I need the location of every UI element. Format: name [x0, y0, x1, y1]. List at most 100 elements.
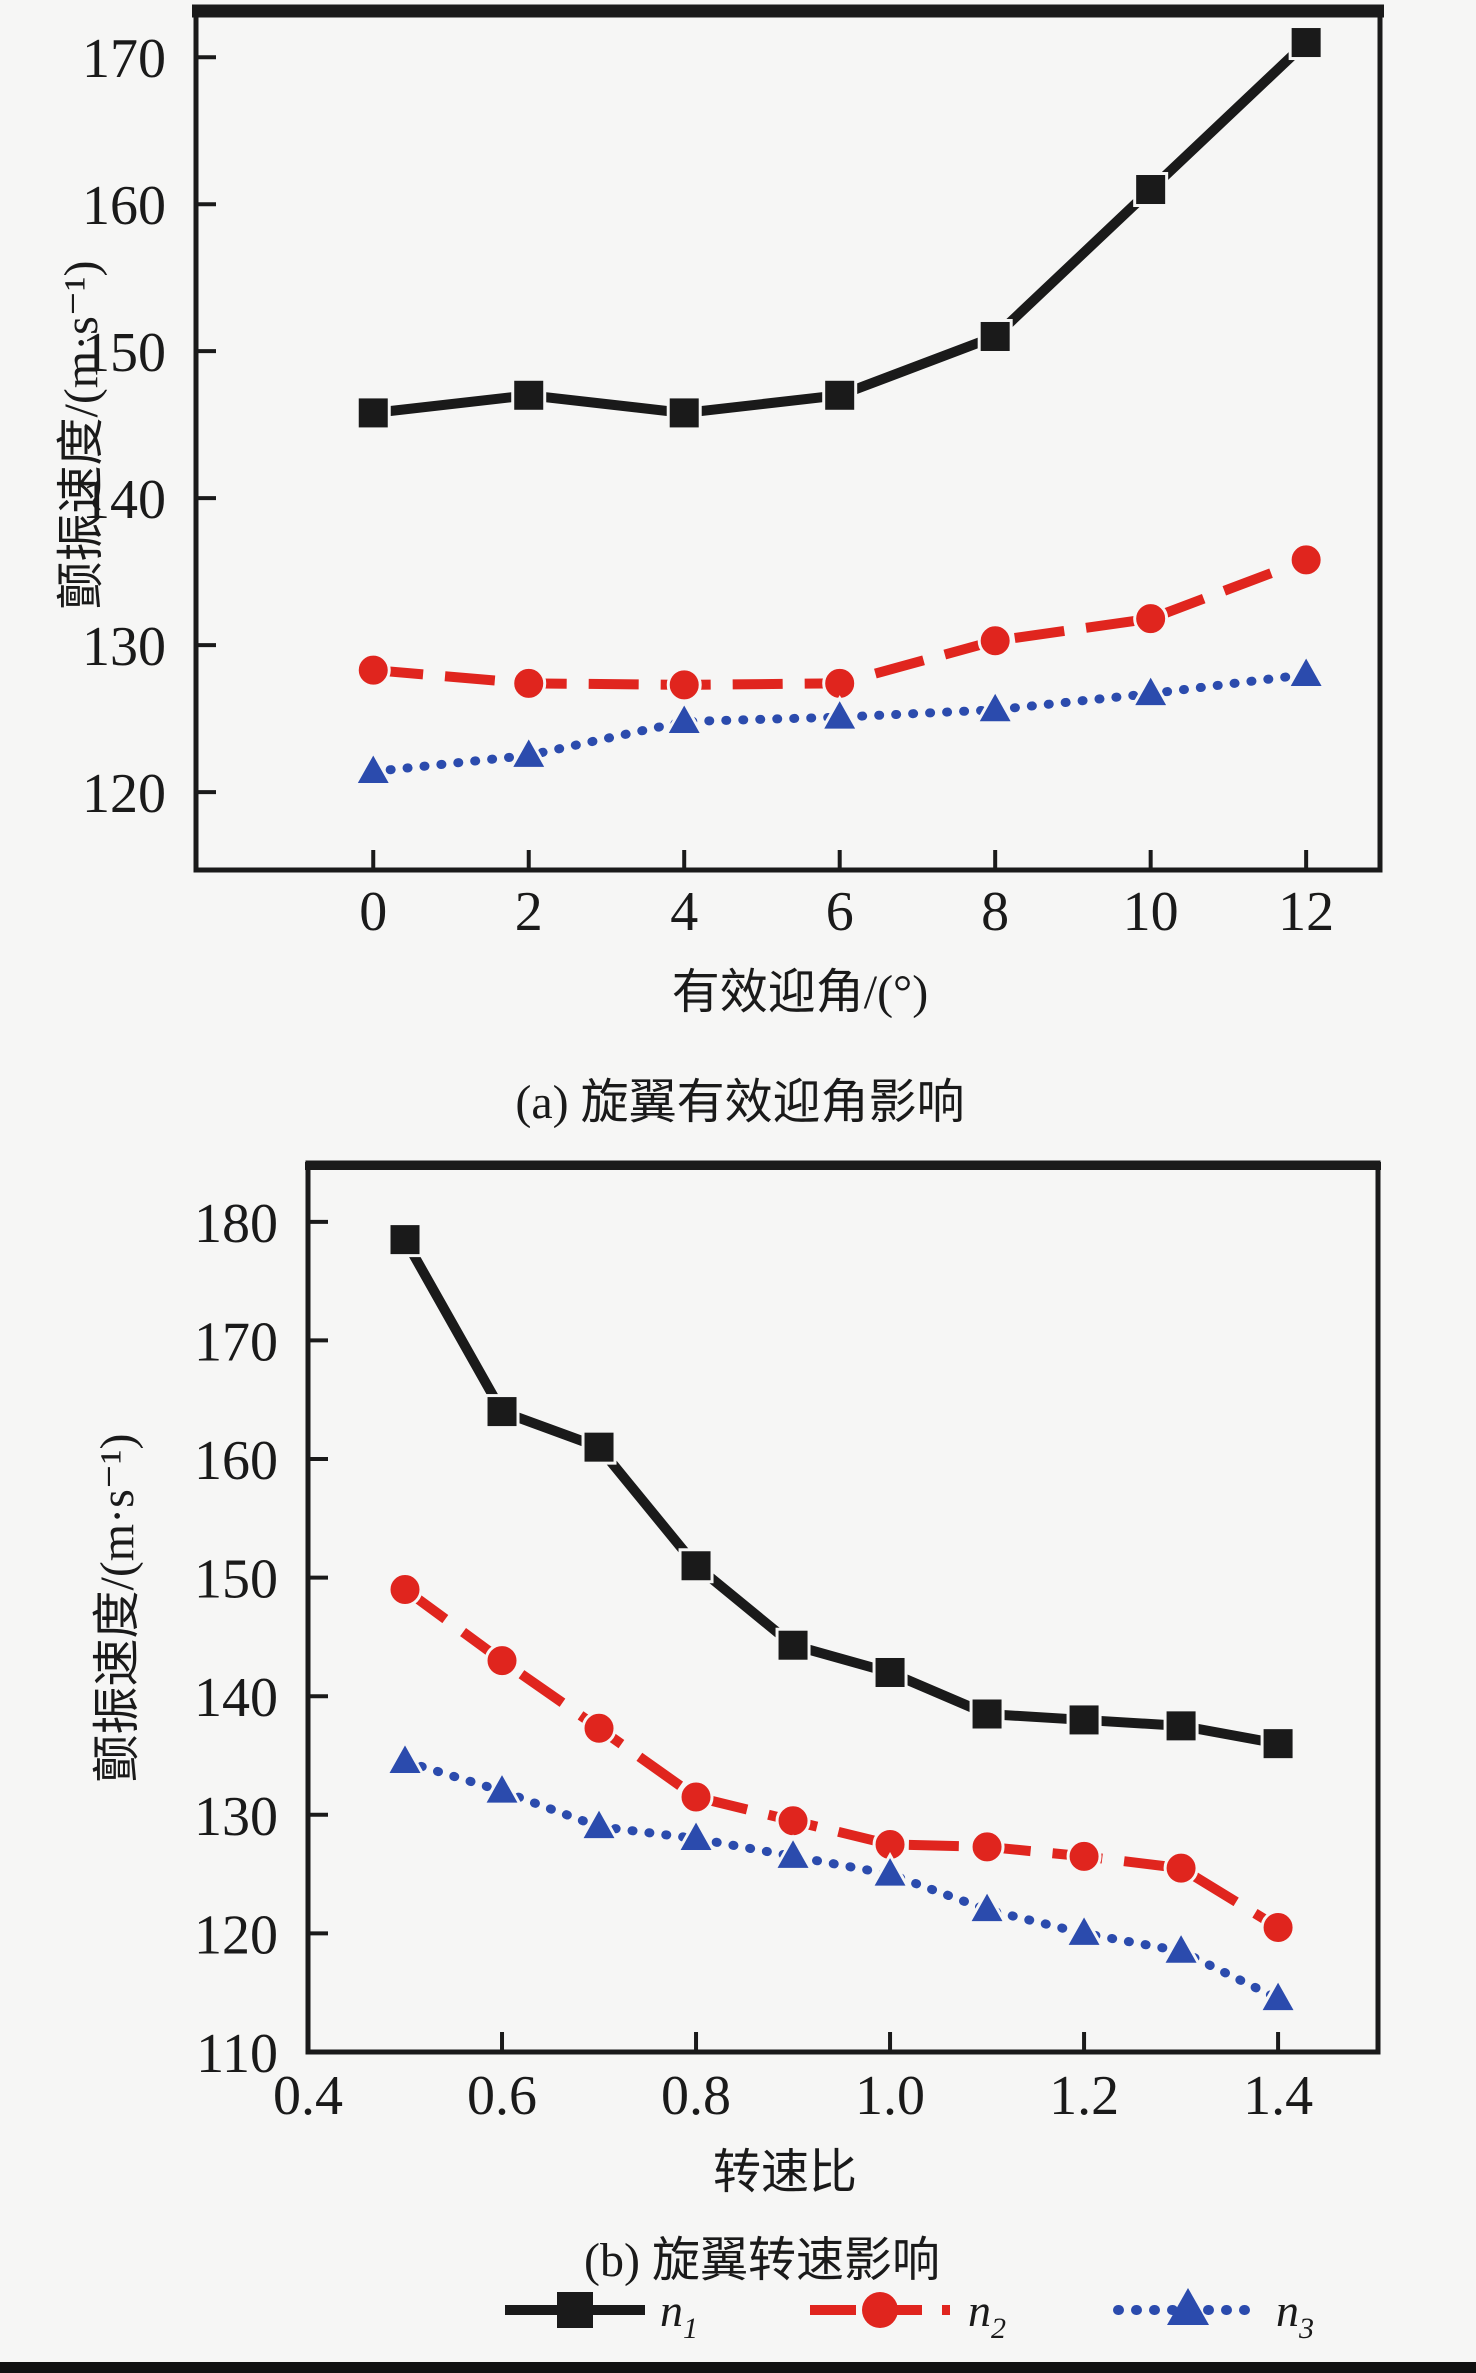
- y-tick-label: 140: [82, 469, 166, 531]
- legend-label-n2: n2: [968, 2285, 1006, 2345]
- series-n2-circle-marker-icon: [822, 665, 858, 701]
- series-n1-square-marker-icon: [872, 1654, 908, 1690]
- legend-item-n1: n1: [505, 2285, 698, 2345]
- series-n3-triangle-marker-icon: [1063, 1911, 1105, 1948]
- y-tick-label: 150: [82, 322, 166, 384]
- legend-item-n2: n2: [810, 2285, 1006, 2345]
- legend-label-n1-sub: 1: [683, 2312, 698, 2345]
- series-n2-circle-marker-icon: [387, 1571, 423, 1607]
- y-tick-label: 170: [82, 28, 166, 90]
- series-n3-triangle-marker-icon: [1257, 1976, 1299, 2014]
- series-n2-circle-marker-icon: [678, 1779, 714, 1815]
- series-n2-circle-marker-icon: [484, 1643, 520, 1679]
- series-n2-circle-marker-icon: [666, 667, 702, 703]
- legend-label-n3: n3: [1276, 2285, 1314, 2345]
- legend-square-marker-icon: [557, 2292, 593, 2328]
- x-tick-label: 10: [1123, 881, 1179, 943]
- series-n1-square-marker-icon: [355, 395, 391, 431]
- y-tick-label: 110: [196, 2023, 278, 2085]
- panel-a: 0 2 4 6 8 10 12 120 130 140 150 160 170 颤振速度/(m·s⁻¹)…: [55, 4, 1384, 1129]
- series-n1-square-marker-icon: [1260, 1726, 1296, 1762]
- series-n3-triangle-marker-icon: [819, 695, 861, 732]
- series-n2-circle-marker-icon: [355, 652, 391, 688]
- series-n2-circle-marker-icon: [581, 1710, 617, 1746]
- y-tick-label: 170: [194, 1311, 278, 1373]
- series-n1-square-marker-icon: [666, 395, 702, 431]
- series-n3-triangle-marker-icon: [508, 733, 550, 770]
- bottom-rule: [0, 2362, 1476, 2373]
- y-axis-label-b: 颤振速度/(m·s⁻¹): [91, 1433, 144, 1782]
- series-n3-triangle-marker-icon: [675, 1816, 717, 1854]
- series-n2-circle-marker-icon: [1133, 601, 1169, 637]
- series-n1-square-marker-icon: [969, 1696, 1005, 1732]
- legend-label-n1: n1: [660, 2285, 698, 2345]
- series-n1-square-marker-icon: [678, 1548, 714, 1584]
- series-n1-square-marker-icon: [511, 377, 547, 413]
- series-n1-square-marker-icon: [1288, 25, 1324, 61]
- panel-a-marks: 0 2 4 6 8 10 12 120 130 140 150 160 170: [82, 25, 1334, 943]
- series-n3-triangle-marker-icon: [1130, 671, 1172, 709]
- x-tick-label: 2: [515, 881, 543, 943]
- y-axis-label-a: 颤振速度/(m·s⁻¹): [55, 260, 108, 609]
- legend-label-n3-base: n: [1276, 2285, 1299, 2336]
- y-tick-label: 140: [194, 1667, 278, 1729]
- y-tick-label: 150: [194, 1549, 278, 1611]
- legend-item-n3: n3: [1113, 2285, 1314, 2345]
- series-n3-triangle-marker-icon: [481, 1769, 523, 1806]
- caption-b: (b) 旋翼转速影响: [584, 2234, 940, 2287]
- series-n3-triangle-marker-icon: [869, 1852, 911, 1889]
- series-n1-square-marker-icon: [775, 1627, 811, 1663]
- x-tick-label: 4: [670, 881, 698, 943]
- plot-frame-b: [305, 1160, 1381, 2055]
- series-n1-square-marker-icon: [484, 1394, 520, 1430]
- legend-circle-marker-icon: [862, 2292, 898, 2328]
- legend-label-n3-sub: 3: [1298, 2312, 1314, 2345]
- series-n1-square-marker-icon: [1066, 1702, 1102, 1738]
- x-tick-label: 1.4: [1243, 2065, 1313, 2127]
- x-axis-label-b: 转速比: [713, 2146, 857, 2199]
- series-n1-square-marker-icon: [581, 1429, 617, 1465]
- x-tick-label: 0.8: [661, 2065, 731, 2127]
- legend-label-n2-base: n: [968, 2285, 991, 2336]
- series-n2-circle-marker-icon: [1163, 1850, 1199, 1886]
- x-tick-label: 0.6: [467, 2065, 537, 2127]
- y-tick-label: 120: [194, 1904, 278, 1966]
- x-tick-label: 1.0: [855, 2065, 925, 2127]
- series-n3-triangle-marker-icon: [352, 749, 394, 787]
- series-n2-circle-marker-icon: [969, 1829, 1005, 1865]
- panel-b: 0.4 0.6 0.8 1.0 1.2 1.4 110 120 130 140 150 160 170 1…: [91, 1160, 1381, 2287]
- x-tick-label: 1.2: [1049, 2065, 1119, 2127]
- series-n3-triangle-marker-icon: [966, 1887, 1008, 1925]
- legend-label-n2-sub: 2: [991, 2312, 1006, 2345]
- caption-a: (a) 旋翼有效迎角影响: [515, 1076, 964, 1129]
- series-n3-triangle-marker-icon: [1285, 652, 1327, 690]
- y-tick-label: 180: [194, 1193, 278, 1255]
- y-tick-label: 130: [82, 616, 166, 678]
- series-n3-triangle-marker-icon: [384, 1739, 426, 1776]
- x-tick-label: 12: [1278, 881, 1334, 943]
- legend-triangle-marker-icon: [1167, 2288, 1209, 2325]
- series-n2-circle-marker-icon: [511, 665, 547, 701]
- series-n2-circle-marker-icon: [1288, 542, 1324, 578]
- series-n1-square-marker-icon: [1133, 172, 1169, 208]
- series-n1-square-marker-icon: [822, 377, 858, 413]
- x-tick-label: 0.4: [273, 2065, 343, 2127]
- panel-b-marks: 0.4 0.6 0.8 1.0 1.2 1.4 110 120 130 140 150 160 170 1…: [194, 1193, 1313, 2127]
- legend: n1 n2 n3: [505, 2285, 1314, 2345]
- series-n1-square-marker-icon: [1163, 1708, 1199, 1744]
- series-n1-line: [372, 38, 1310, 418]
- series-n2-circle-marker-icon: [1066, 1838, 1102, 1874]
- series-n2-circle-marker-icon: [775, 1803, 811, 1839]
- y-tick-label: 160: [194, 1430, 278, 1492]
- series-n1-square-marker-icon: [977, 318, 1013, 354]
- y-tick-label: 120: [82, 763, 166, 825]
- series-n3-line: [400, 1756, 1283, 2004]
- series-n1-square-marker-icon: [387, 1222, 423, 1258]
- x-axis-label-a: 有效迎角/(°): [672, 966, 929, 1019]
- series-n1-line: [400, 1237, 1279, 1749]
- legend-label-n1-base: n: [660, 2285, 683, 2336]
- x-tick-label: 8: [981, 881, 1009, 943]
- series-n3-triangle-marker-icon: [578, 1804, 620, 1842]
